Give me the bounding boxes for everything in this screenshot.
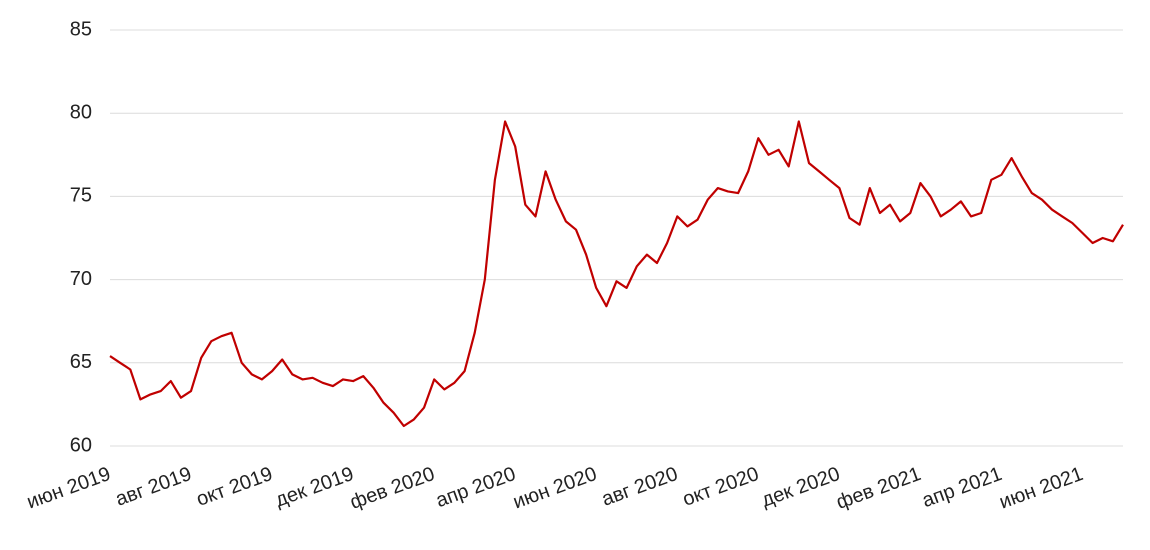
- x-tick-label: окт 2019: [194, 463, 276, 511]
- x-tick-label: авг 2020: [599, 463, 681, 511]
- y-tick-label: 65: [70, 351, 92, 373]
- y-tick-label: 70: [70, 268, 92, 290]
- x-tick-label: апр 2021: [919, 463, 1005, 512]
- data-line: [109, 120, 1124, 428]
- x-tick-label: окт 2020: [680, 463, 762, 511]
- y-tick-label: 85: [70, 18, 92, 40]
- y-tick-label: 60: [70, 434, 92, 456]
- x-tick-label: дек 2020: [759, 463, 843, 512]
- x-tick-label: июн 2019: [24, 463, 114, 514]
- x-tick-label: апр 2020: [433, 463, 519, 512]
- x-tick-label: фев 2020: [347, 463, 437, 514]
- x-tick-label: дек 2019: [272, 463, 356, 512]
- x-tick-label: июн 2020: [510, 463, 600, 514]
- y-tick-label: 80: [70, 101, 92, 123]
- x-tick-label: фев 2021: [833, 463, 923, 514]
- y-tick-label: 75: [70, 185, 92, 207]
- x-tick-label: июн 2021: [996, 463, 1086, 514]
- x-tick-label: авг 2019: [113, 463, 195, 511]
